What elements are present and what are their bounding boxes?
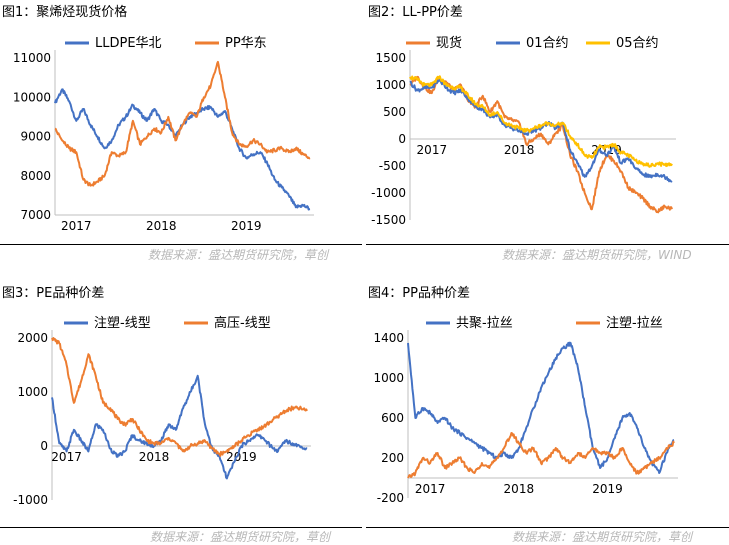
- chart-4: -200 200 600 1000 1400 2017 2018 2019 共聚-拉丝 注塑-拉丝: [373, 316, 678, 505]
- y-tick-label: 2000: [17, 331, 48, 345]
- legend-label: 共聚-拉丝: [456, 316, 513, 331]
- legend-label: 05合约: [616, 36, 659, 51]
- chart-4-title: 图4：PP品种价差: [368, 286, 470, 301]
- x-tick-label: 2019: [231, 219, 262, 233]
- y-tick-label: 1000: [373, 371, 404, 385]
- x-tick-label: 2017: [415, 482, 446, 496]
- y-tick-label: 9000: [20, 130, 51, 144]
- chart-1-title: 图1：聚烯烃现货价格: [2, 5, 128, 20]
- x-tick-label: 2019: [592, 482, 623, 496]
- y-tick-label: 1500: [375, 51, 406, 65]
- series-line: [409, 75, 673, 168]
- chart-3: -1000 0 1000 2000 2017 2018 2019 注塑-线型 高压-线型: [13, 315, 311, 507]
- chart-1: 7000 8000 9000 10000 11000 2017 2018 2019 LLDPE华…: [13, 36, 314, 233]
- chart-3-source: 数据来源：盛达期货研究院，草创: [150, 530, 331, 544]
- y-tick-label: -200: [377, 491, 404, 505]
- y-tick-label: 0: [40, 439, 48, 453]
- legend-label: PP华东: [225, 36, 267, 51]
- y-tick-label: 8000: [20, 169, 51, 183]
- x-tick-label: 2018: [146, 219, 177, 233]
- y-tick-label: -500: [379, 159, 406, 173]
- chart-2-divider: [366, 244, 729, 245]
- y-tick-label: 11000: [13, 51, 51, 65]
- y-tick-label: -1000: [13, 493, 48, 507]
- chart-3-divider: [0, 527, 362, 528]
- x-tick-label: 2019: [226, 450, 257, 464]
- x-tick-label: 2018: [504, 143, 535, 157]
- legend-label: 01合约: [526, 36, 569, 51]
- legend-label: 高压-线型: [214, 315, 271, 331]
- x-tick-label: 2017: [417, 143, 448, 157]
- series-line: [407, 432, 675, 479]
- x-tick-label: 2018: [504, 482, 535, 496]
- legend-label: 现货: [436, 35, 462, 51]
- series-line: [409, 75, 673, 214]
- series-line: [51, 374, 308, 480]
- legend-label: LLDPE华北: [95, 36, 162, 51]
- y-tick-label: 10000: [13, 90, 51, 104]
- y-tick-label: 1000: [375, 78, 406, 92]
- y-tick-label: 0: [398, 132, 406, 146]
- y-tick-label: 500: [383, 105, 406, 119]
- series-line: [409, 78, 673, 183]
- y-tick-label: -1000: [371, 186, 406, 200]
- x-tick-label: 2017: [51, 450, 82, 464]
- series-line: [407, 341, 675, 474]
- y-tick-label: 7000: [20, 208, 51, 222]
- y-tick-label: -1500: [371, 213, 406, 227]
- y-tick-label: 600: [381, 411, 404, 425]
- y-tick-label: 200: [381, 451, 404, 465]
- chart-2-title: 图2：LL-PP价差: [368, 5, 463, 20]
- legend-label: 注塑-拉丝: [606, 316, 663, 331]
- series-line: [51, 337, 308, 457]
- chart-1-divider: [0, 244, 362, 245]
- chart-4-divider: [366, 527, 729, 528]
- chart-3-title: 图3：PE品种价差: [2, 286, 105, 301]
- series-line: [54, 60, 311, 187]
- chart-4-source: 数据来源：盛达期货研究院，草创: [512, 530, 693, 544]
- y-tick-label: 1400: [373, 331, 404, 345]
- y-tick-label: 1000: [17, 385, 48, 399]
- x-tick-label: 2018: [139, 450, 170, 464]
- chart-2-source: 数据来源：盛达期货研究院，WIND: [502, 248, 692, 262]
- legend-label: 注塑-线型: [94, 316, 151, 331]
- x-tick-label: 2017: [61, 219, 92, 233]
- chart-1-source: 数据来源：盛达期货研究院，草创: [148, 248, 329, 262]
